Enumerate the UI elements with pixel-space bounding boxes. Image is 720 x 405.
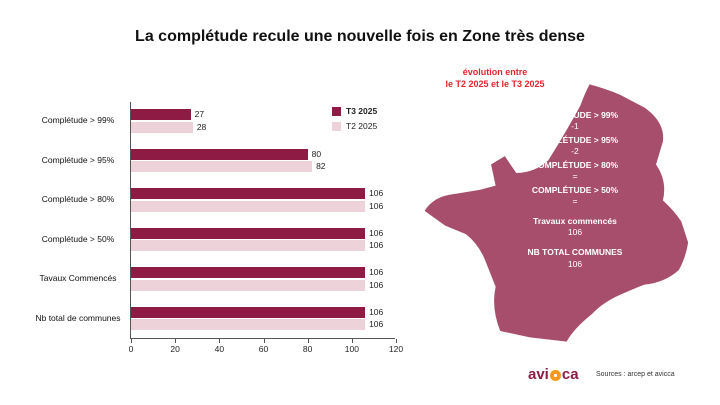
- bar-t2-2025: [131, 319, 366, 330]
- bar-value-label: 106: [369, 267, 384, 277]
- page-title: La complétude recule une nouvelle fois e…: [135, 28, 585, 45]
- bar-value-label: 106: [369, 279, 384, 290]
- category-label: Tavaux Commencés: [39, 273, 117, 284]
- x-axis-tick: [396, 339, 397, 343]
- bar-value-label: 106: [369, 319, 384, 329]
- x-axis-tick-label: 60: [258, 344, 269, 354]
- x-axis-tick: [175, 339, 177, 343]
- bar-t3-2025: [131, 306, 366, 318]
- bar-t3-2025: [131, 109, 191, 120]
- bar-t3-2025: [131, 227, 366, 239]
- bar-value-label: 80: [311, 148, 322, 159]
- map-heading: évolution entre le T2 2025 et le T3 2025: [420, 66, 570, 90]
- chart-legend: T3 2025 T2 2025: [332, 106, 377, 136]
- x-axis-tick-label: 0: [128, 344, 134, 354]
- map-stat-completude-50: COMPLÉTUDE > 50% =: [531, 185, 619, 207]
- x-axis-tick: [131, 339, 132, 343]
- category-label: Complétude > 99%: [41, 115, 115, 126]
- map-stat-completude-95: COMPLÉTUDE > 95% -2: [531, 135, 619, 157]
- map-stat-travaux: Travaux commencés 106: [533, 216, 617, 238]
- map-stats: COMPLÉTUDE > 99% -1 COMPLÉTUDE > 95% -2 …: [475, 110, 675, 273]
- x-axis-tick-label: 20: [170, 344, 180, 354]
- category-label: Complétude > 50%: [41, 233, 115, 244]
- bar-t3-2025: [131, 148, 308, 160]
- x-axis-tick: [351, 339, 353, 343]
- avicca-logo: avi ca: [528, 366, 579, 383]
- avicca-logo-text-right: ca: [561, 366, 579, 383]
- bar-value-label: 28: [196, 121, 207, 132]
- category-label: Nb total de communes: [35, 312, 121, 323]
- x-axis-tick-label: 40: [214, 344, 225, 354]
- map-heading-line2: le T2 2025 et le T3 2025: [445, 79, 545, 90]
- plot-area: 27 28 Complétude > 99% 80 82 Complétude > 95%…: [35, 102, 403, 354]
- category-label: Complétude > 80%: [41, 194, 115, 205]
- x-axis-tick: [219, 339, 221, 343]
- legend-label: T2 2025: [346, 121, 378, 131]
- avicca-logo-dot-icon: [549, 370, 561, 381]
- bar-t2-2025: [131, 200, 366, 212]
- x-axis-tick: [307, 339, 309, 343]
- bar-t2-2025: [131, 279, 366, 291]
- map-stat-completude-80: COMPLÉTUDE > 80% =: [531, 160, 619, 182]
- bar-value-label: 106: [369, 200, 384, 211]
- france-map: [424, 84, 689, 342]
- bar-t2-2025: [131, 161, 313, 172]
- legend-label: T3 2025: [346, 106, 378, 116]
- avicca-logo-text-left: avi: [528, 366, 549, 383]
- x-axis-tick-label: 100: [344, 344, 359, 354]
- legend-item-t3-2025: T3 2025: [332, 106, 377, 116]
- bar-chart: 27 28 Complétude > 99% 80 82 Complétude > 95%…: [30, 92, 410, 367]
- france-map-path: [424, 84, 689, 342]
- category-label: Complétude > 95%: [41, 154, 115, 165]
- legend-swatch-t3-2025: [332, 106, 341, 116]
- sources-note: Sources : arcep et avicca: [596, 371, 675, 378]
- map-stat-completude-99: COMPLÉTUDE > 99% -1: [531, 110, 619, 132]
- bar-value-label: 27: [194, 109, 205, 119]
- bar-t3-2025: [131, 188, 366, 199]
- legend-swatch-t2-2025: [332, 121, 341, 131]
- legend-item-t2-2025: T2 2025: [332, 121, 377, 131]
- x-axis-tick-label: 120: [388, 344, 404, 354]
- bar-t2-2025: [131, 121, 193, 133]
- bar-t2-2025: [131, 240, 366, 251]
- map-stat-nb-communes: NB TOTAL COMMUNES 106: [527, 247, 623, 269]
- map-heading-line1: évolution entre: [462, 67, 528, 77]
- bar-t3-2025: [131, 267, 366, 278]
- bar-value-label: 106: [369, 188, 384, 198]
- bar-value-label: 106: [369, 240, 384, 250]
- x-axis-tick-label: 80: [302, 344, 313, 354]
- x-axis-tick: [263, 339, 265, 343]
- bar-value-label: 106: [369, 306, 384, 317]
- bar-value-label: 106: [369, 227, 384, 238]
- bar-value-label: 82: [316, 161, 326, 171]
